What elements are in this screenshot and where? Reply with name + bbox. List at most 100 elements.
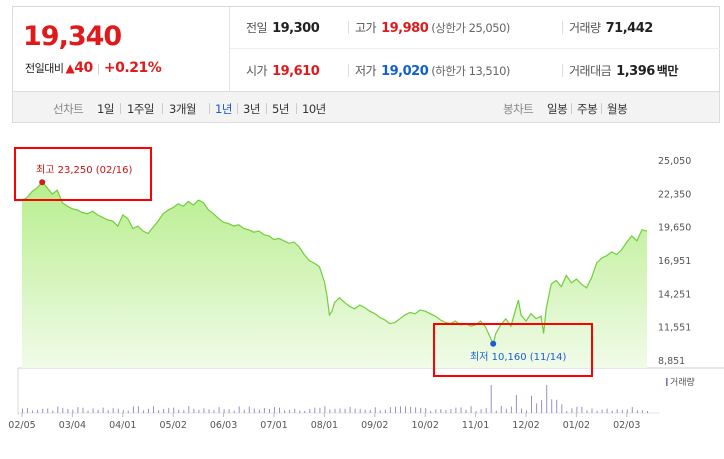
current-price: 19,340 bbox=[23, 21, 122, 52]
change-percent: +0.21% bbox=[103, 60, 162, 76]
volume-bar bbox=[490, 385, 492, 413]
min-annotation: 최저 10,160 (11/14) bbox=[470, 351, 567, 363]
volume-bar bbox=[435, 409, 437, 413]
period-10y[interactable]: 10년 bbox=[302, 102, 326, 116]
candle-monthly[interactable]: 월봉 bbox=[607, 102, 628, 116]
period-5y[interactable]: 5년 bbox=[272, 102, 289, 116]
x-tick-label: 04/01 bbox=[109, 420, 136, 431]
x-tick-label: 11/01 bbox=[462, 420, 489, 431]
volume-bar bbox=[77, 407, 79, 413]
volume-bar bbox=[42, 408, 44, 413]
volume-bar bbox=[546, 385, 548, 413]
volume-bar bbox=[153, 406, 154, 413]
volume-bar bbox=[515, 395, 517, 413]
volume-label: 거래량 bbox=[670, 376, 695, 388]
volume-bar bbox=[127, 410, 129, 413]
price-chart-svg[interactable]: 25,050 22,350 19,650 16,951 14,251 11,551 8,85… bbox=[0, 123, 724, 459]
y-tick-label: 16,951 bbox=[658, 256, 691, 267]
min-label: 최저 bbox=[470, 351, 488, 363]
volume-bar bbox=[395, 406, 396, 413]
divider bbox=[162, 103, 163, 114]
volume-bar bbox=[561, 404, 563, 413]
volume-bar bbox=[374, 407, 376, 413]
min-point-marker bbox=[490, 340, 497, 347]
divider bbox=[601, 103, 602, 114]
volume-bar bbox=[188, 406, 190, 413]
x-tick-label: 10/02 bbox=[412, 420, 439, 431]
volume-bar bbox=[309, 408, 311, 413]
divider bbox=[296, 103, 297, 114]
y-tick-label: 14,251 bbox=[658, 289, 691, 300]
volume-bar bbox=[581, 406, 583, 413]
prev-close: 전일 19,300 bbox=[246, 19, 320, 36]
volume-bar bbox=[329, 409, 331, 413]
x-tick-label: 12/02 bbox=[512, 420, 539, 431]
divider bbox=[120, 103, 121, 114]
volume-bar bbox=[47, 408, 49, 413]
candle-daily[interactable]: 일봉 bbox=[547, 102, 568, 116]
volume-bar bbox=[521, 408, 522, 413]
volume-bar bbox=[440, 409, 442, 413]
volume-bar bbox=[203, 408, 205, 413]
volume-bar bbox=[641, 410, 643, 413]
volume-bar bbox=[405, 406, 406, 413]
divider bbox=[230, 48, 720, 49]
volume-bar bbox=[168, 408, 170, 413]
change-label: 전일대비 bbox=[25, 62, 64, 75]
volume-bar bbox=[284, 410, 286, 413]
period-3y[interactable]: 3년 bbox=[243, 102, 260, 116]
lower-limit: (하한가 13,510) bbox=[431, 64, 510, 78]
divider bbox=[571, 103, 572, 114]
price-chart[interactable]: 25,050 22,350 19,650 16,951 14,251 11,551 8,85… bbox=[0, 123, 724, 459]
y-tick-label: 19,650 bbox=[658, 223, 691, 234]
period-1y[interactable]: 1년 bbox=[215, 102, 232, 116]
volume-bar bbox=[208, 409, 210, 413]
divider: | bbox=[96, 62, 101, 75]
max-annotation: 최고 23,250 (02/16) bbox=[36, 164, 133, 176]
divider bbox=[562, 21, 563, 34]
volume-bar bbox=[510, 406, 512, 413]
volume-bar bbox=[364, 409, 366, 413]
upper-limit: (상한가 25,050) bbox=[431, 21, 510, 35]
quote-summary: 19,340 전일대비 ▲40 | +0.21% bbox=[12, 6, 720, 92]
volume-bar bbox=[576, 406, 578, 413]
period-1w[interactable]: 1주일 bbox=[127, 102, 154, 116]
volume-bar bbox=[52, 410, 54, 413]
volume-bar bbox=[601, 409, 603, 413]
trade-value-unit: 백만 bbox=[656, 64, 679, 78]
volume-bar bbox=[420, 407, 422, 413]
volume-bar bbox=[72, 409, 74, 413]
volume: 거래량 71,442 bbox=[569, 19, 653, 36]
candle-weekly[interactable]: 주봉 bbox=[577, 102, 598, 116]
period-1d[interactable]: 1일 bbox=[97, 102, 114, 116]
divider bbox=[348, 21, 349, 34]
volume-bar bbox=[566, 410, 568, 413]
volume-bar bbox=[505, 408, 507, 413]
change-amount: 40 bbox=[74, 60, 93, 76]
divider bbox=[237, 103, 238, 114]
volume-bar bbox=[137, 406, 139, 413]
low-label: 저가 bbox=[355, 64, 377, 78]
volume-label: 거래량 bbox=[569, 21, 601, 35]
volume-legend-icon bbox=[666, 378, 668, 386]
volume-bar bbox=[445, 409, 447, 413]
x-tick-label: 03/04 bbox=[59, 420, 86, 431]
line-chart-label: 선차트 bbox=[53, 102, 84, 116]
volume-bar bbox=[243, 409, 245, 413]
divider bbox=[562, 64, 563, 77]
volume-bar bbox=[334, 408, 336, 413]
volume-bar bbox=[279, 407, 280, 413]
volume-bar bbox=[289, 409, 291, 413]
volume-bar bbox=[193, 408, 195, 413]
divider bbox=[266, 103, 267, 114]
volume-bar bbox=[102, 407, 104, 413]
volume-bar bbox=[107, 410, 109, 413]
period-3m[interactable]: 3개월 bbox=[169, 102, 196, 116]
volume-bar bbox=[228, 409, 230, 413]
volume-bar bbox=[460, 407, 462, 413]
y-tick-label: 25,050 bbox=[658, 156, 691, 167]
volume-bar bbox=[621, 409, 623, 413]
max-highlight-box bbox=[14, 147, 152, 201]
volume-bar bbox=[22, 408, 23, 413]
volume-bar bbox=[400, 406, 401, 413]
